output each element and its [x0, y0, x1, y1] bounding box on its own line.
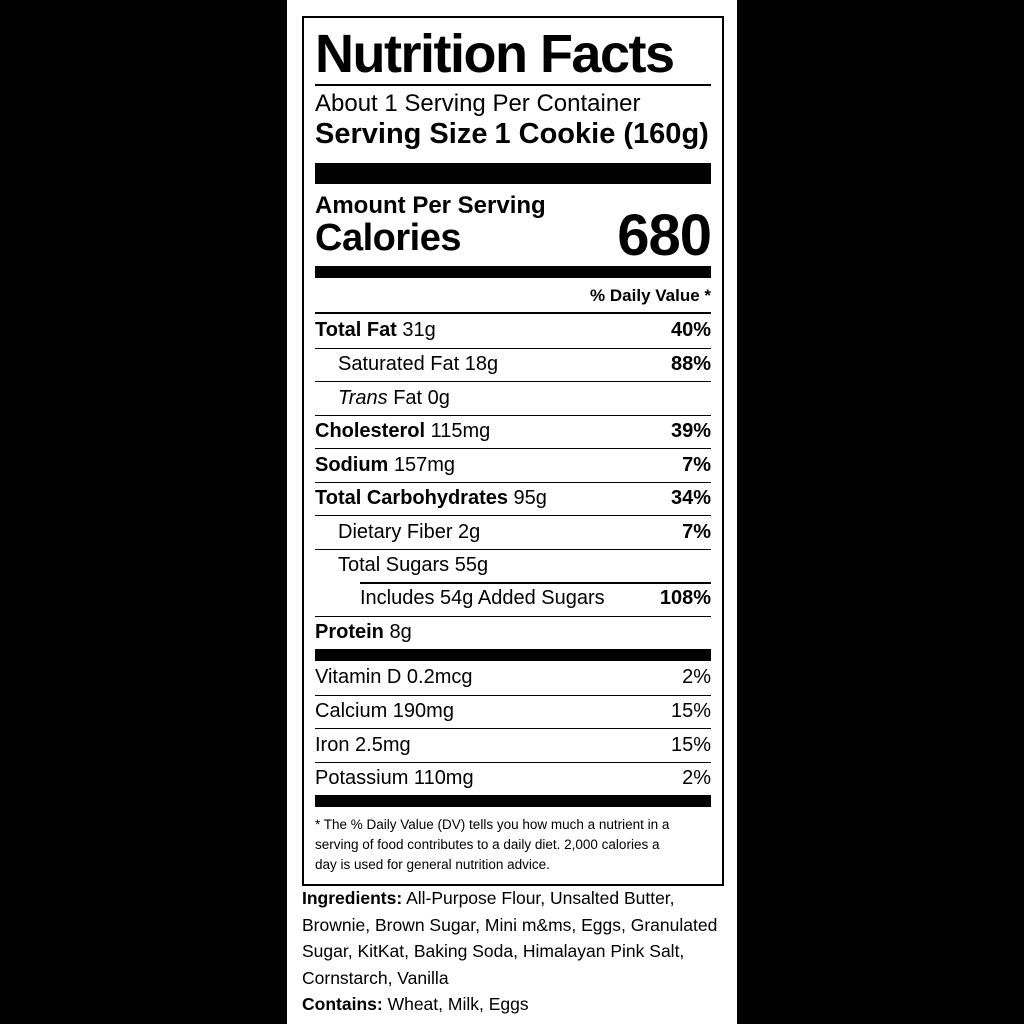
- nutrient-name-part: Cholesterol: [315, 420, 426, 443]
- nutrient-name-part: Total Sugars 55g: [338, 554, 489, 577]
- vitamin-row: Calcium 190mg 15%: [315, 694, 711, 729]
- nutrient-name: Potassium 110mg: [315, 767, 474, 790]
- right-black-panel: [737, 0, 1024, 1024]
- nutrient-name-part: Protein: [315, 621, 384, 644]
- nutrient-name: Dietary Fiber 2g: [338, 521, 480, 544]
- nutrient-name: Cholesterol 115mg: [315, 420, 490, 443]
- nutrient-name-part: Vitamin D 0.2mcg: [315, 666, 473, 689]
- nutrient-row: Trans Fat 0g: [315, 381, 711, 415]
- nutrient-percent: 2%: [682, 666, 711, 689]
- nutrient-percent: 34%: [670, 487, 711, 510]
- nutrient-row: Protein 8g: [315, 615, 711, 650]
- nutrient-name-part: 157mg: [388, 453, 456, 476]
- daily-value-header: % Daily Value *: [590, 286, 711, 305]
- contains-label: Contains:: [302, 994, 383, 1014]
- vitamin-rows: Vitamin D 0.2mcg 2% Calcium 190mg 15% Iron 2…: [315, 661, 711, 795]
- nutrition-facts-label: Nutrition Facts About 1 Serving Per Cont…: [302, 16, 724, 886]
- ingredients-text: All-Purpose Flour, Unsalted Butter, Brow…: [302, 888, 718, 988]
- serving-size-row: Serving Size 1 Cookie (160g): [315, 118, 711, 150]
- nutrient-name: Saturated Fat 18g: [338, 353, 498, 376]
- nutrient-name-part: 115mg: [425, 420, 491, 443]
- nutrient-name: Total Sugars 55g: [338, 554, 488, 577]
- vitamin-row: Iron 2.5mg 15%: [315, 728, 711, 762]
- title-rule: [315, 84, 711, 86]
- calories-value: 680: [617, 203, 712, 268]
- label-background: Nutrition Facts About 1 Serving Per Cont…: [287, 0, 737, 1024]
- nutrient-percent: 7%: [682, 453, 711, 476]
- nutrient-name-part: Potassium 110mg: [315, 767, 474, 790]
- nutrient-name-part: Saturated Fat 18g: [338, 353, 499, 376]
- nutrient-percent: 7%: [682, 520, 711, 543]
- amount-per-serving: Amount Per Serving: [315, 192, 546, 219]
- nutrient-name-part: Calcium 190mg: [315, 700, 454, 723]
- nutrient-name-part: 95g: [508, 487, 547, 510]
- nutrient-percent: 39%: [670, 420, 711, 443]
- nutrient-name: Calcium 190mg: [315, 700, 454, 723]
- nutrient-row: Total Carbohydrates 95g 34%: [315, 481, 711, 516]
- nutrient-name: Includes 54g Added Sugars: [360, 587, 605, 610]
- vitamin-row: Potassium 110mg 2%: [315, 761, 711, 796]
- nutrient-name-part: Fat 0g: [387, 386, 450, 409]
- nutrient-name-part: 31g: [396, 319, 436, 342]
- nutrient-name: Iron 2.5mg: [315, 734, 411, 757]
- vitamin-row: Vitamin D 0.2mcg 2%: [315, 661, 711, 695]
- nutrient-percent: 15%: [670, 733, 711, 756]
- nutrient-name-part: 8g: [383, 621, 412, 644]
- daily-value-rule: [315, 312, 711, 314]
- nutrient-name-part: Total Fat: [315, 319, 397, 342]
- nutrient-name: Sodium 157mg: [315, 454, 455, 477]
- contains-line: Contains: Wheat, Milk, Eggs: [302, 991, 728, 1018]
- servings-per-container: About 1 Serving Per Container: [315, 90, 641, 117]
- label-title: Nutrition Facts: [315, 24, 675, 84]
- nutrient-row: Dietary Fiber 2g 7%: [315, 515, 711, 549]
- nutrient-row: Total Fat 31g 40%: [315, 314, 711, 348]
- ingredients-label: Ingredients:: [302, 888, 403, 908]
- nutrient-rows: Total Fat 31g 40% Saturated Fat 18g 88% Tran…: [315, 314, 711, 649]
- daily-value-footnote: * The % Daily Value (DV) tells you how m…: [315, 817, 670, 872]
- nutrient-name: Total Carbohydrates 95g: [315, 487, 547, 510]
- calories-label: Calories: [315, 217, 461, 259]
- nutrient-name-part: Total Carbohydrates: [315, 487, 508, 510]
- ingredients-line: Ingredients: All-Purpose Flour, Unsalted…: [302, 885, 728, 991]
- nutrient-percent: 88%: [670, 353, 711, 376]
- nutrient-row: Sodium 157mg 7%: [315, 448, 711, 482]
- nutrient-name: Trans Fat 0g: [338, 387, 450, 410]
- nutrient-name-part: Sodium: [315, 453, 389, 476]
- nutrient-row: Includes 54g Added Sugars 108%: [315, 582, 711, 616]
- nutrient-name-part: Iron 2.5mg: [315, 733, 411, 756]
- nutrient-name-part: Trans: [338, 386, 388, 409]
- serving-size-value: 1 Cookie (160g): [494, 118, 709, 150]
- contains-text: Wheat, Milk, Eggs: [387, 994, 529, 1014]
- nutrient-row: Cholesterol 115mg 39%: [315, 414, 711, 449]
- separator-bar-thick: [315, 163, 711, 184]
- left-black-panel: [0, 0, 287, 1024]
- separator-bar-small-1: [315, 649, 711, 661]
- nutrient-percent: 15%: [670, 700, 711, 723]
- nutrient-name: Vitamin D 0.2mcg: [315, 666, 472, 689]
- nutrient-name-part: Includes 54g Added Sugars: [360, 587, 605, 610]
- serving-size-label: Serving Size: [315, 118, 488, 150]
- nutrient-name-part: Dietary Fiber 2g: [338, 520, 481, 543]
- nutrient-row: Total Sugars 55g: [315, 548, 711, 583]
- nutrient-name: Protein 8g: [315, 621, 412, 644]
- nutrient-percent: 108%: [659, 587, 711, 610]
- ingredients-block: Ingredients: All-Purpose Flour, Unsalted…: [302, 885, 728, 1018]
- nutrient-name: Total Fat 31g: [315, 319, 436, 342]
- separator-bar-small-2: [315, 795, 711, 807]
- nutrient-percent: 2%: [682, 767, 711, 790]
- calories-row: Calories 680: [315, 203, 712, 268]
- nutrient-row: Saturated Fat 18g 88%: [315, 347, 711, 382]
- nutrient-percent: 40%: [670, 319, 711, 342]
- separator-bar-medium: [315, 266, 711, 278]
